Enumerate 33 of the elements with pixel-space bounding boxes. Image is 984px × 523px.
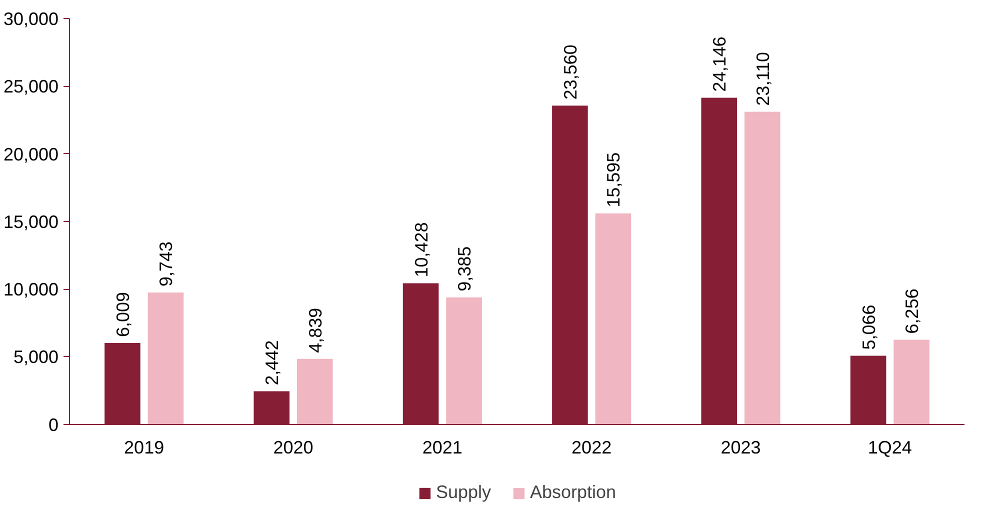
- y-tick-label: 20,000: [3, 144, 59, 164]
- y-tick-label: 15,000: [3, 212, 59, 232]
- bar: [446, 297, 482, 424]
- data-label: 23,560: [560, 44, 580, 100]
- bar: [744, 112, 780, 424]
- x-tick-label: 2022: [572, 437, 612, 458]
- data-label: 24,146: [710, 36, 730, 92]
- y-tick-label: 10,000: [3, 280, 59, 300]
- bar: [595, 213, 632, 424]
- data-label: 4,839: [305, 308, 326, 353]
- legend-label: Absorption: [530, 482, 616, 503]
- data-label: 6,256: [902, 288, 922, 334]
- data-label: 9,385: [454, 246, 475, 292]
- x-tick-label: 2019: [124, 437, 164, 458]
- bar: [894, 340, 930, 424]
- data-label: 2,442: [262, 340, 282, 386]
- legend-label: Supply: [436, 482, 491, 503]
- data-label: 15,595: [604, 152, 624, 208]
- y-tick-label: 5,000: [13, 347, 59, 368]
- data-label: 23,110: [752, 52, 773, 106]
- bar: [296, 358, 333, 424]
- x-tick-label: 2023: [720, 437, 761, 458]
- data-label: 5,066: [858, 304, 879, 350]
- y-tick-label: 30,000: [3, 9, 59, 29]
- x-tick-label: 2021: [422, 437, 462, 458]
- bar: [148, 292, 184, 424]
- x-tick-label: 2020: [273, 437, 314, 458]
- x-tick-label: 1Q24: [868, 437, 912, 458]
- y-tick-label: 0: [48, 414, 59, 435]
- data-label: 10,428: [411, 222, 432, 278]
- data-label: 6,009: [112, 292, 133, 338]
- y-tick-label: 25,000: [3, 76, 59, 97]
- data-label: 9,743: [156, 241, 176, 287]
